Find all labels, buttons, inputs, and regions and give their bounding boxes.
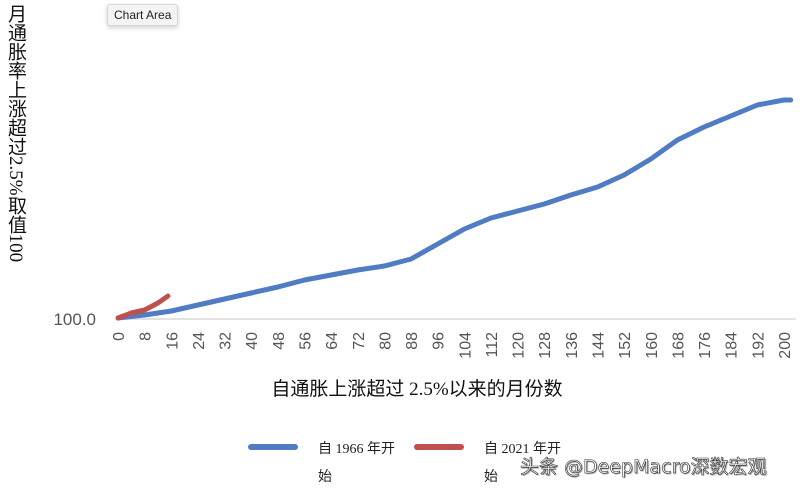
x-tick-label: 48 <box>271 332 288 350</box>
x-axis-title: 自通胀上涨超过 2.5%以来的月份数 <box>271 379 563 400</box>
x-tick-label: 120 <box>511 332 528 359</box>
x-tick-label: 64 <box>324 332 341 350</box>
x-tick-label: 192 <box>750 332 767 359</box>
series-line-2021[interactable] <box>115 293 171 321</box>
y-axis-title-part: 月通胀率上涨超过 <box>5 4 26 156</box>
x-tick-label: 0 <box>111 332 128 341</box>
x-tick-label: 32 <box>218 332 235 350</box>
x-tick-label: 160 <box>644 332 661 359</box>
legend-label-line: 始 <box>318 470 332 485</box>
x-tick-label: 80 <box>377 332 394 350</box>
x-tick-label: 112 <box>484 332 501 358</box>
x-tick-label: 168 <box>670 332 687 359</box>
legend-swatch <box>414 444 464 450</box>
x-tick-label: 136 <box>564 332 581 359</box>
x-tick-label: 144 <box>591 332 608 359</box>
legend-label-line: 自 1966 年开 <box>318 442 395 457</box>
legend-swatch <box>248 444 298 450</box>
x-tick-label: 88 <box>404 332 421 350</box>
x-tick-label: 96 <box>431 332 448 350</box>
x-tick-label: 104 <box>457 332 474 359</box>
y-axis-title-part: 100 <box>5 233 26 263</box>
y-axis-title-part: 2.5% <box>5 156 26 196</box>
watermark: 头条 @DeepMacro深数宏观 <box>520 456 767 479</box>
x-tick-label: 200 <box>777 332 794 359</box>
y-axis-title-part: 取值 <box>5 195 26 234</box>
x-tick-label: 8 <box>138 332 155 341</box>
x-tick-label: 16 <box>164 332 181 350</box>
y-tick-label: 100.0 <box>53 310 96 329</box>
x-tick-label: 72 <box>351 332 368 350</box>
x-tick-label: 152 <box>617 332 634 359</box>
legend-label: 自 2021 年开 始 <box>484 436 574 492</box>
x-tick-label: 184 <box>724 332 741 359</box>
series-line-1966[interactable] <box>115 97 794 321</box>
x-tick-label: 40 <box>244 332 261 350</box>
x-tick-label: 128 <box>537 332 554 359</box>
legend-label-line: 自 2021 年开 <box>484 442 561 457</box>
x-tick-label: 56 <box>297 332 314 350</box>
legend-label-line: 始 <box>484 470 498 485</box>
y-axis-title: 月通胀率上涨超过2.5%取值100 <box>2 4 26 262</box>
x-tick-label: 176 <box>697 332 714 359</box>
x-tick-labels: 0 8 16 24 32 40 48 56 64 72 80 88 96 104 112 120 128 136 1… <box>111 332 794 359</box>
chart-area-tooltip: Chart Area <box>107 4 179 26</box>
legend-label: 自 1966 年开 始 <box>318 436 408 492</box>
x-tick-label: 24 <box>191 332 208 350</box>
